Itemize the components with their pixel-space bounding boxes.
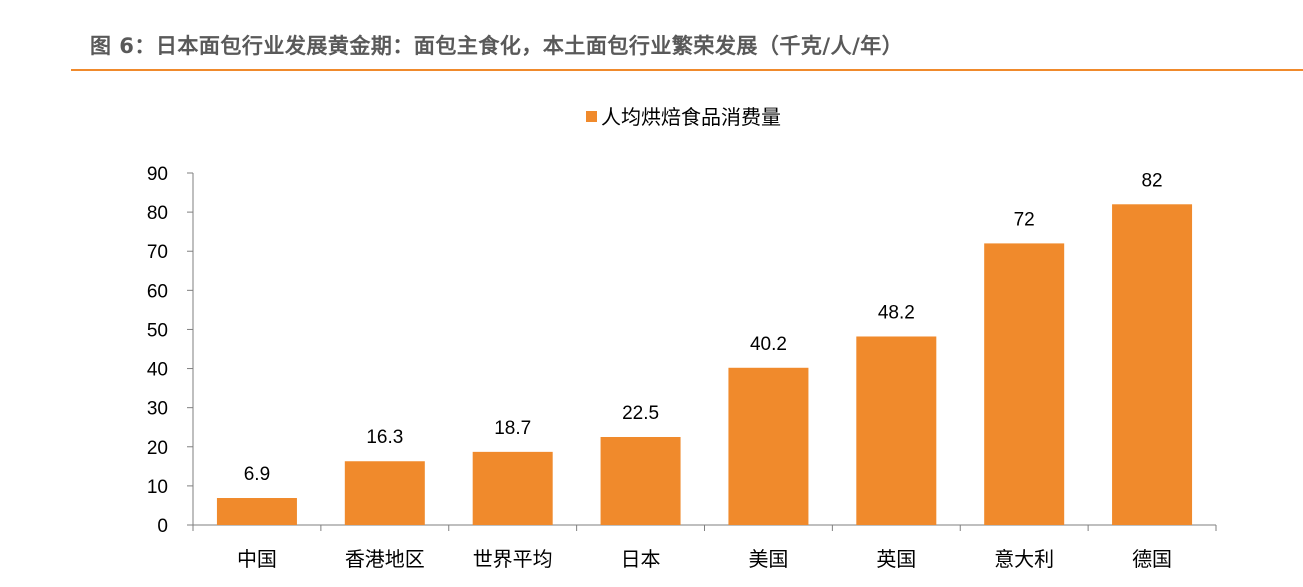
- bar: [344, 461, 425, 525]
- data-label: 40.2: [750, 334, 787, 355]
- legend-swatch: [586, 111, 597, 122]
- bar: [728, 367, 809, 525]
- bar: [472, 451, 553, 525]
- bar: [1112, 204, 1193, 526]
- legend: 人均烘焙食品消费量: [586, 105, 781, 129]
- x-axis: [192, 524, 1217, 531]
- y-tick-label: 80: [147, 203, 168, 224]
- y-tick-label: 10: [147, 477, 168, 498]
- figure-title: 图 6：日本面包行业发展黄金期：面包主食化，本土面包行业繁荣发展（千克/人/年）: [90, 34, 904, 58]
- y-tick-label: 20: [147, 438, 168, 459]
- data-label: 48.2: [878, 302, 915, 323]
- bar: [600, 437, 681, 525]
- category-label: 英国: [876, 547, 916, 571]
- y-tick-label: 40: [147, 360, 168, 381]
- category-labels: 中国 香港地区 世界平均 日本 美国 英国 意大利 德国: [237, 547, 1172, 571]
- bar: [856, 336, 937, 525]
- bars: [216, 204, 1193, 526]
- data-label: 82: [1141, 170, 1162, 191]
- title-divider: [71, 69, 1303, 71]
- y-tick-label: 0: [157, 516, 168, 537]
- data-label: 6.9: [244, 464, 270, 485]
- category-label: 日本: [621, 547, 661, 571]
- category-label: 香港地区: [345, 547, 425, 571]
- y-tick-label: 60: [147, 281, 168, 302]
- bar: [216, 498, 297, 525]
- data-label: 72: [1014, 209, 1035, 230]
- category-label: 意大利: [994, 547, 1054, 571]
- category-label: 中国: [237, 547, 277, 571]
- y-tick-label: 30: [147, 399, 168, 420]
- y-tick-label: 50: [147, 320, 168, 341]
- category-label: 德国: [1132, 547, 1172, 571]
- data-label: 18.7: [494, 418, 531, 439]
- category-label: 美国: [748, 547, 788, 571]
- category-label: 世界平均: [473, 547, 553, 571]
- bar: [984, 243, 1065, 525]
- data-labels: 6.9 16.3 18.7 22.5 40.2 48.2 72 82: [244, 170, 1163, 485]
- data-label: 22.5: [622, 403, 659, 424]
- y-tick-label: 90: [147, 164, 168, 185]
- data-label: 16.3: [366, 427, 403, 448]
- legend-label: 人均烘焙食品消费量: [601, 105, 781, 129]
- y-tick-label: 70: [147, 242, 168, 263]
- y-axis: 0 10 20 30 40 50 60 70 80 90: [147, 164, 194, 537]
